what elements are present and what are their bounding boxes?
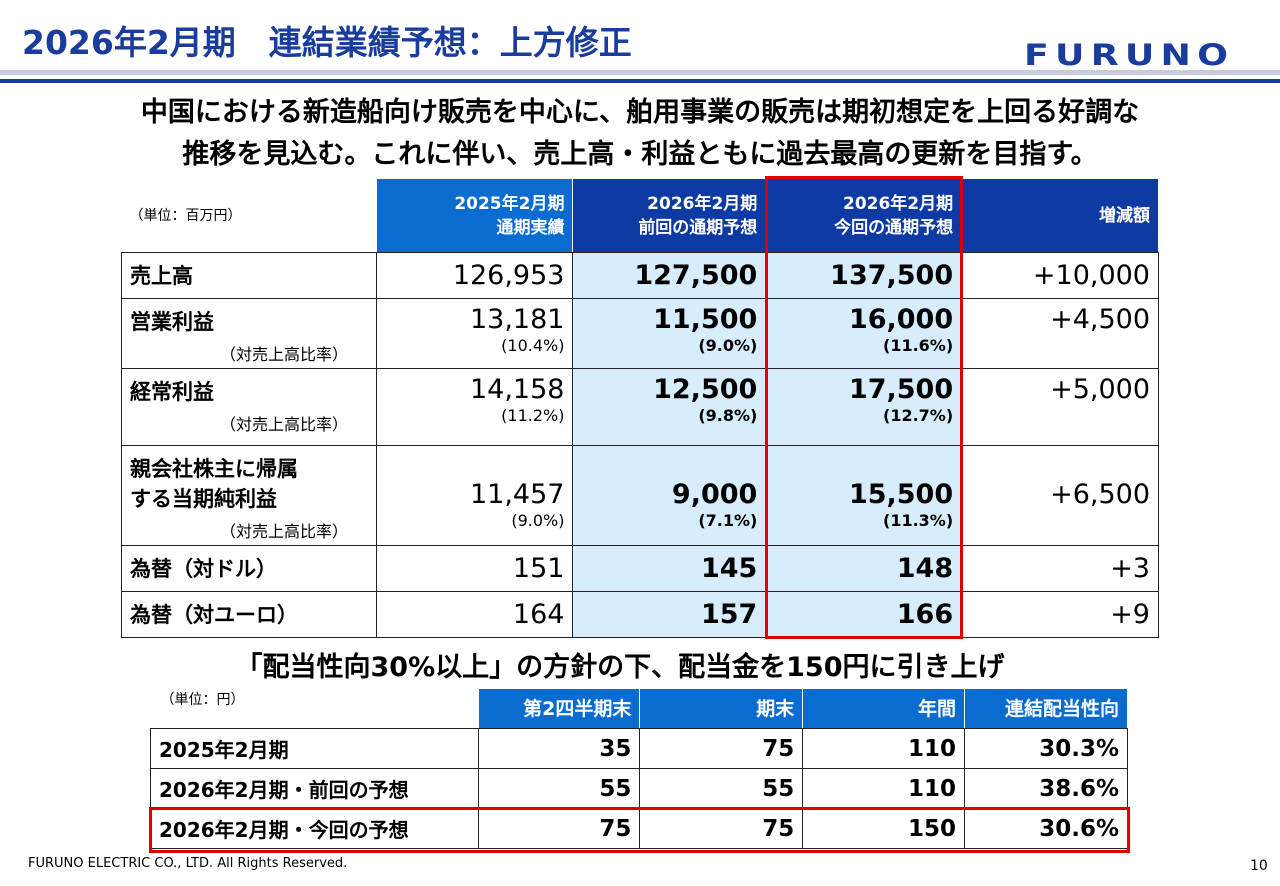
table-row: 2026年2月期・今回の予想 75 75 150 30.6% <box>150 808 1128 849</box>
cell-value: +10,000 <box>961 252 1159 299</box>
highlight-box <box>149 807 1130 853</box>
row-label: 経常利益 （対売上高比率） <box>121 368 377 446</box>
unit-label: （単位：円） <box>160 691 245 708</box>
cell-value: 14,158 (11.2%) <box>375 368 574 446</box>
table-row: 営業利益 （対売上高比率） 13,181 (10.4%) 11,500 (9.0%) 16,… <box>121 298 1159 369</box>
cell-value: 110 <box>802 768 966 809</box>
table-row: 売上高 126,953 127,500 137,500 +10,000 <box>121 252 1159 299</box>
furuno-logo: FURUNO <box>1024 38 1235 72</box>
page-number: 10 <box>1250 858 1268 874</box>
table-row: 為替（対ドル） 151 145 148 +3 <box>121 545 1159 592</box>
cell-value: 126,953 <box>375 252 574 299</box>
highlight-box <box>765 176 963 639</box>
table-row: 親会社株主に帰属 する当期純利益 （対売上高比率） 11,457 (9.0%) 9,00… <box>121 445 1159 546</box>
cell-value: 38.6% <box>964 768 1128 809</box>
row-label: 売上高 <box>121 252 377 299</box>
column-header: 年間 <box>802 688 966 729</box>
cell-value: +6,500 <box>961 445 1159 546</box>
table-row: 2025年2月期 35 75 110 30.3% <box>150 728 1128 769</box>
row-label: 為替（対ユーロ） <box>121 591 377 638</box>
row-label: 営業利益 （対売上高比率） <box>121 298 377 369</box>
cell-value: 145 <box>572 545 767 592</box>
cell-value: 30.3% <box>964 728 1128 769</box>
column-header: 期末 <box>639 688 804 729</box>
cell-value: 110 <box>802 728 966 769</box>
cell-value: 35 <box>477 728 641 769</box>
cell-value: +5,000 <box>961 368 1159 446</box>
cell-value: 9,000 (7.1%) <box>572 445 767 546</box>
cell-value: 150 <box>802 808 966 849</box>
row-label: 2026年2月期・今回の予想 <box>150 808 479 849</box>
cell-value: 55 <box>639 768 804 809</box>
page-title: 2026年2月期 連結業績予想：上方修正 <box>22 23 632 62</box>
cell-value: 11,457 (9.0%) <box>375 445 574 546</box>
cell-value: 75 <box>477 808 641 849</box>
row-label: 2026年2月期・前回の予想 <box>150 768 479 809</box>
unit-label: （単位：百万円） <box>129 208 242 225</box>
table-row: 2026年2月期・前回の予想 55 55 110 38.6% <box>150 768 1128 809</box>
column-header: 2026年2月期 今回の通期予想 <box>765 178 963 253</box>
cell-value: +3 <box>961 545 1159 592</box>
headline-line-2: 推移を見込む。これに伴い、売上高・利益ともに過去最高の更新を目指す。 <box>182 139 1098 170</box>
row-label: 2025年2月期 <box>150 728 479 769</box>
dividend-heading: 「配当性向30%以上」の方針の下、配当金を150円に引き上げ <box>235 652 1005 683</box>
cell-value: +9 <box>961 591 1159 638</box>
table-row: 経常利益 （対売上高比率） 14,158 (11.2%) 12,500 (9.8%) 17,… <box>121 368 1159 446</box>
cell-value: 166 <box>765 591 963 638</box>
cell-value: 15,500 (11.3%) <box>765 445 963 546</box>
forecast-table: （単位：百万円） 2025年2月期 通期実績 2026年2月期 前回の通期予想 20… <box>121 178 1159 638</box>
copyright: FURUNO ELECTRIC CO., LTD. All Rights Res… <box>28 856 348 871</box>
cell-value: 164 <box>375 591 574 638</box>
cell-value: 17,500 (12.7%) <box>765 368 963 446</box>
cell-value: 30.6% <box>964 808 1128 849</box>
column-header: 第2四半期末 <box>477 688 641 729</box>
divider <box>0 70 1280 75</box>
headline-line-1: 中国における新造船向け販売を中心に、舶用事業の販売は期初想定を上回る好調な <box>140 97 1140 128</box>
row-label: 為替（対ドル） <box>121 545 377 592</box>
row-label: 親会社株主に帰属 する当期純利益 （対売上高比率） <box>121 445 377 546</box>
cell-value: 148 <box>765 545 963 592</box>
cell-value: 13,181 (10.4%) <box>375 298 574 369</box>
cell-value: 11,500 (9.0%) <box>572 298 767 369</box>
cell-value: 137,500 <box>765 252 963 299</box>
column-header: 増減額 <box>961 178 1159 253</box>
dividend-table: （単位：円） 第2四半期末 期末 年間 連結配当性向 2025年2月期 35 75 1… <box>150 688 1128 849</box>
cell-value: 151 <box>375 545 574 592</box>
cell-value: 75 <box>639 808 804 849</box>
cell-value: 55 <box>477 768 641 809</box>
cell-value: 75 <box>639 728 804 769</box>
column-header: 連結配当性向 <box>964 688 1128 729</box>
cell-value: 12,500 (9.8%) <box>572 368 767 446</box>
column-header: 2025年2月期 通期実績 <box>375 178 574 253</box>
divider <box>0 79 1280 83</box>
cell-value: 127,500 <box>572 252 767 299</box>
cell-value: 157 <box>572 591 767 638</box>
cell-value: +4,500 <box>961 298 1159 369</box>
table-row: 為替（対ユーロ） 164 157 166 +9 <box>121 591 1159 638</box>
cell-value: 16,000 (11.6%) <box>765 298 963 369</box>
column-header: 2026年2月期 前回の通期予想 <box>572 178 767 253</box>
